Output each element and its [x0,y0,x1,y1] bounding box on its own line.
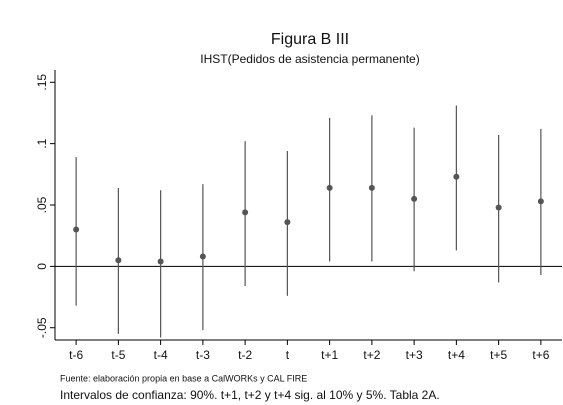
x-tick-label: t+6 [532,348,549,362]
point-estimate [284,219,291,226]
point-estimate [199,253,206,260]
x-tick-label: t-3 [196,348,210,362]
x-tick-label: t-4 [154,348,168,362]
x-tick-label: t+5 [490,348,507,362]
y-tick-label: 0 [35,263,49,270]
x-tick-label: t+4 [448,348,465,362]
x-tick-label: t [286,348,290,362]
y-tick-label: -.05 [35,317,49,338]
point-estimate [157,258,164,265]
x-tick-label: t+2 [363,348,380,362]
x-tick-label: t-2 [238,348,252,362]
point-estimate [326,184,333,191]
y-tick-label: .15 [35,74,49,91]
ci-note: Intervalos de confianza: 90%. t+1, t+2 y… [60,388,440,402]
x-tick-label: t-5 [111,348,125,362]
y-tick-label: .05 [35,196,49,213]
y-tick-label: .1 [35,138,49,148]
point-estimate [368,184,375,191]
x-tick-label: t+3 [406,348,423,362]
x-tick-label: t-6 [69,348,83,362]
point-estimate [537,198,544,205]
point-estimate [495,204,502,211]
point-estimate [242,209,249,216]
chart-title: Figura B III [271,31,349,48]
point-estimate [453,173,460,180]
point-estimate [411,195,418,202]
point-estimate [115,257,122,264]
point-estimate [73,226,80,233]
x-tick-label: t+1 [321,348,338,362]
chart-subtitle: IHST(Pedidos de asistencia permanente) [200,52,419,66]
source-note: Fuente: elaboración propia en base a Cal… [60,373,307,383]
